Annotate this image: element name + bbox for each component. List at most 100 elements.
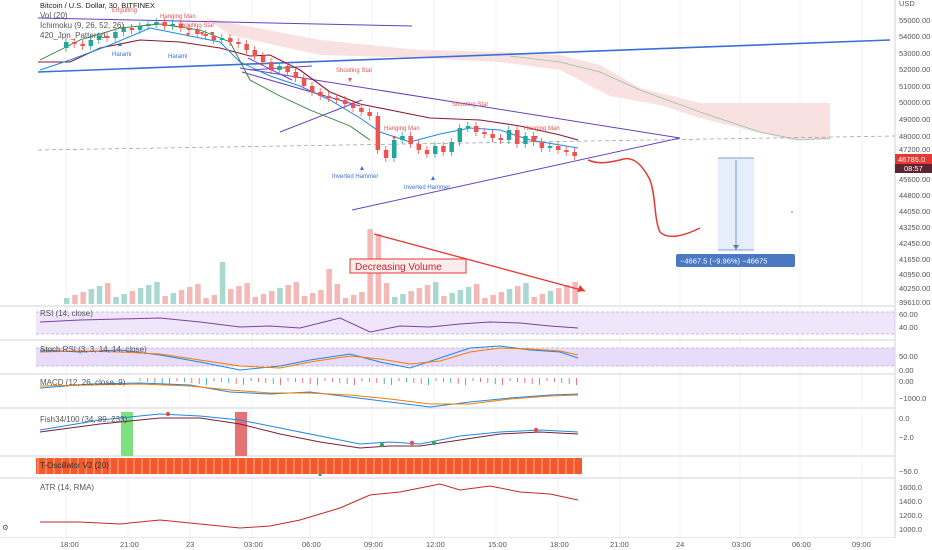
indicator-ichimoku: Ichimoku (9, 26, 52, 26) <box>40 21 124 30</box>
time-tick: 21:00 <box>610 540 629 549</box>
candle <box>383 150 389 158</box>
volume-bar <box>564 285 570 304</box>
fish-pane: Fish34/100 (34, 89, 233) <box>39 411 579 456</box>
price-tick: 47200.00 <box>899 145 930 154</box>
price-tick: 42450.00 <box>899 239 930 248</box>
svg-text:1600.0: 1600.0 <box>899 483 922 492</box>
volume-bar <box>457 290 464 304</box>
candle <box>80 44 85 46</box>
candle <box>252 50 258 56</box>
atr-title: ATR (14, RMA) <box>40 483 94 492</box>
time-tick: 12:00 <box>426 540 445 549</box>
svg-text:50.00: 50.00 <box>899 352 918 361</box>
candle <box>424 150 430 154</box>
volume-bar <box>441 296 447 304</box>
stoch-pane: Stoch RSI (3, 3, 14, 14, close) <box>36 345 895 371</box>
volume-bar <box>146 285 152 304</box>
svg-text:60.00: 60.00 <box>899 310 918 319</box>
current-price-line <box>37 135 896 151</box>
candle <box>260 56 266 62</box>
last-price-tag: 46785.0 <box>898 155 925 164</box>
candle <box>293 72 299 78</box>
volume-bar <box>490 295 496 304</box>
price-tick: 39610.00 <box>899 298 930 307</box>
pattern-markers: Engulfing Hanging Man Shooting Star Shoo… <box>112 8 560 132</box>
candle <box>269 62 274 70</box>
volume-bar <box>121 294 127 304</box>
volume-bar <box>474 284 480 304</box>
volume-bar <box>252 297 259 304</box>
chart-header: Bitcoin / U.S. Dollar, 30, BITFINEX Vol … <box>40 1 155 40</box>
candle <box>482 132 487 134</box>
candle <box>219 38 225 40</box>
svg-text:0.0: 0.0 <box>899 414 909 423</box>
price-tick: 44050.00 <box>899 207 930 216</box>
volume-bar <box>433 282 439 304</box>
volume-bar <box>326 269 332 304</box>
volume-bar <box>137 288 144 304</box>
candle <box>326 96 331 98</box>
volume-bar <box>301 296 308 304</box>
candle <box>178 24 184 28</box>
volume-bar <box>342 298 349 304</box>
time-tick: 03:00 <box>732 540 751 549</box>
volume-bar <box>572 282 578 304</box>
volume-bar <box>465 287 472 304</box>
candle <box>506 130 512 140</box>
pattern-label: Hanging Man <box>384 126 420 132</box>
pattern-label: Harami <box>112 52 131 58</box>
volume-bar <box>219 262 226 304</box>
candle <box>244 44 249 50</box>
volume-bar <box>293 282 300 304</box>
candle <box>400 136 405 140</box>
candle <box>564 150 569 152</box>
price-tick: 55000.00 <box>899 16 930 25</box>
price-tick: 49000.00 <box>899 115 930 124</box>
volume-bar <box>105 283 111 304</box>
volume-bar <box>416 288 423 304</box>
candle <box>154 22 159 24</box>
stoch-title: Stoch RSI (3, 3, 14, 14, close) <box>40 345 147 354</box>
volume-bar <box>129 291 136 304</box>
volume-bars <box>64 229 578 304</box>
price-tick: 54000.00 <box>899 32 930 41</box>
volume-bar <box>162 296 168 304</box>
candle <box>416 144 422 150</box>
candle <box>318 92 323 96</box>
price-tick: 44800.00 <box>899 191 930 200</box>
candle <box>88 40 94 46</box>
price-tick: 40250.00 <box>899 284 930 293</box>
currency-label: USD <box>899 0 915 8</box>
price-tick: 40950.00 <box>899 270 930 279</box>
candle <box>301 78 307 86</box>
candle <box>515 130 520 144</box>
volume-bar <box>515 286 521 304</box>
rsi-title: RSI (14, close) <box>40 309 93 318</box>
svg-text:−2.0: −2.0 <box>899 433 914 442</box>
pattern-label: Shooting Star <box>178 23 214 29</box>
volume-bar <box>88 289 95 304</box>
candle <box>129 28 135 30</box>
candle <box>211 36 217 40</box>
volume-bar <box>187 287 193 304</box>
candle <box>187 28 192 30</box>
time-tick: 23 <box>186 540 194 549</box>
candle <box>408 136 413 144</box>
candle <box>96 36 102 40</box>
candle <box>498 138 504 140</box>
candle <box>170 24 176 26</box>
svg-text:0.00: 0.00 <box>899 377 914 386</box>
rsi-pane: RSI (14, close) <box>36 309 895 335</box>
candle <box>64 42 69 48</box>
candle <box>351 104 356 108</box>
candle <box>367 112 372 116</box>
candle <box>162 22 167 26</box>
price-tick: 53000.00 <box>899 49 930 58</box>
ichimoku-cloud <box>205 18 830 140</box>
svg-text:−1000.0: −1000.0 <box>899 394 926 403</box>
symbol-title: Bitcoin / U.S. Dollar, 30, BITFINEX <box>40 1 155 10</box>
candle <box>474 126 479 132</box>
fish-title: Fish34/100 (34, 89, 233) <box>40 415 128 424</box>
pattern-label: Shooting Star <box>336 68 372 74</box>
